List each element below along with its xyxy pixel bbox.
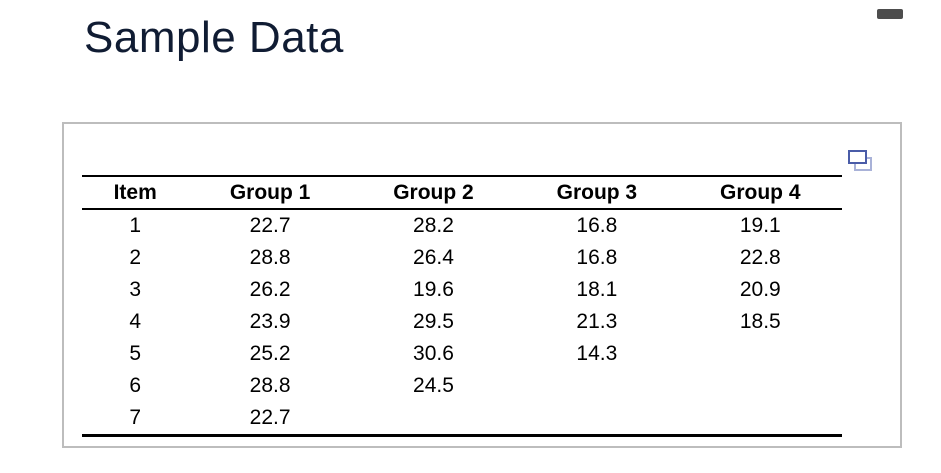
data-table: Item Group 1 Group 2 Group 3 Group 4 1 22.7 28… <box>82 175 842 437</box>
item-cell: 3 <box>129 278 142 301</box>
item-cell: 4 <box>129 310 142 333</box>
value-cell <box>352 402 515 436</box>
value-cell <box>515 370 678 402</box>
item-cell: 5 <box>129 342 142 365</box>
value-cell: 26.2 <box>249 278 291 301</box>
value-cell: 25.2 <box>249 342 291 365</box>
value-cell: 22.7 <box>249 214 291 237</box>
value-cell <box>679 338 842 370</box>
table-head: Item Group 1 Group 2 Group 3 Group 4 <box>82 176 842 209</box>
value-cell: 29.5 <box>413 310 454 333</box>
value-cell: 28.8 <box>249 246 291 269</box>
item-cell: 2 <box>129 246 142 269</box>
copy-icon <box>848 150 867 164</box>
item-cell: 1 <box>129 214 142 237</box>
table-row: 7 22.7 <box>82 402 842 436</box>
table-row: 3 26.2 19.6 18.1 20.9 <box>82 274 842 306</box>
value-cell: 28.8 <box>249 374 291 397</box>
table-row: 5 25.2 30.6 14.3 <box>82 338 842 370</box>
value-cell: 18.1 <box>576 278 618 301</box>
value-cell: 23.9 <box>249 310 291 333</box>
value-cell: 16.8 <box>576 246 618 269</box>
column-header: Group 2 <box>393 181 474 204</box>
table-row: 6 28.8 24.5 <box>82 370 842 402</box>
item-cell: 7 <box>129 406 142 429</box>
column-header: Group 3 <box>556 181 638 204</box>
column-header: Item <box>113 181 157 204</box>
value-cell <box>515 402 678 436</box>
column-header: Group 1 <box>229 181 311 204</box>
table-header-row: Item Group 1 Group 2 Group 3 Group 4 <box>82 176 842 209</box>
data-panel: Item Group 1 Group 2 Group 3 Group 4 1 22.7 28… <box>62 122 902 448</box>
item-cell: 6 <box>129 374 142 397</box>
dark-pill-icon <box>877 9 903 19</box>
value-cell: 20.9 <box>739 278 781 301</box>
value-cell: 16.8 <box>576 214 618 237</box>
page-title: Sample Data <box>84 13 344 62</box>
value-cell: 24.5 <box>413 374 454 397</box>
table-row: 1 22.7 28.2 16.8 19.1 <box>82 209 842 242</box>
copy-table-button[interactable] <box>848 150 873 172</box>
column-header: Group 4 <box>720 181 801 204</box>
value-cell: 26.4 <box>413 246 454 269</box>
value-cell: 21.3 <box>576 310 618 333</box>
value-cell: 30.6 <box>413 342 454 365</box>
value-cell: 22.8 <box>739 246 781 269</box>
table-row: 2 28.8 26.4 16.8 22.8 <box>82 242 842 274</box>
value-cell: 19.6 <box>413 278 454 301</box>
table-row: 4 23.9 29.5 21.3 18.5 <box>82 306 842 338</box>
value-cell: 28.2 <box>413 214 454 237</box>
value-cell: 18.5 <box>739 310 781 333</box>
value-cell: 19.1 <box>739 214 781 237</box>
value-cell <box>679 370 842 402</box>
table-body: 1 22.7 28.2 16.8 19.1 2 28.8 26.4 16.8 22.8 3 26.2 1… <box>82 209 842 436</box>
value-cell: 22.7 <box>249 406 291 429</box>
value-cell: 14.3 <box>576 342 618 365</box>
value-cell <box>679 402 842 436</box>
